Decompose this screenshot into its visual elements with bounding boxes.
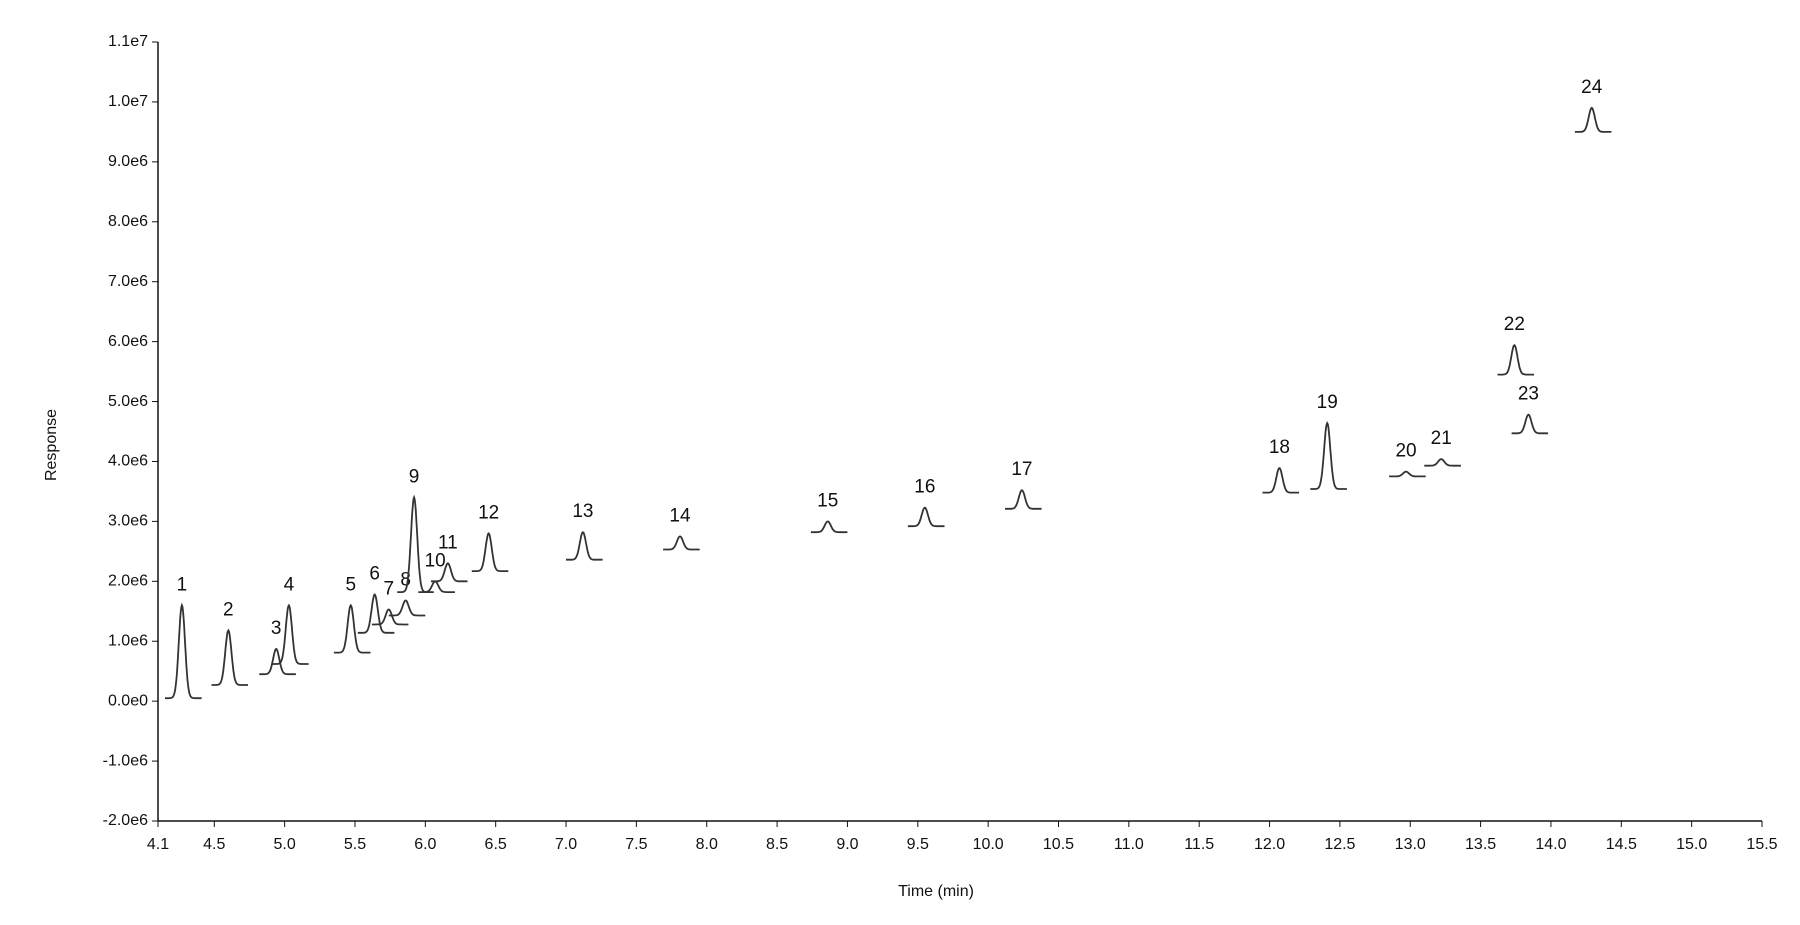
x-tick-label: 9.5 <box>907 836 929 853</box>
peak-label: 12 <box>478 502 499 523</box>
peak-label: 3 <box>271 618 282 639</box>
peak-label: 18 <box>1269 437 1290 458</box>
x-tick-label: 6.0 <box>414 836 436 853</box>
y-tick-label: 2.0e6 <box>108 573 148 590</box>
y-tick-label: 8.0e6 <box>108 213 148 230</box>
y-tick-label: 1.1e7 <box>108 33 148 50</box>
x-tick-label: 4.5 <box>203 836 225 853</box>
peak-trace <box>471 532 509 572</box>
peak-label: 15 <box>817 490 838 511</box>
peak-trace <box>1497 343 1535 376</box>
x-tick-label: 8.0 <box>696 836 718 853</box>
y-tick-label: 9.0e6 <box>108 153 148 170</box>
peak-label: 1 <box>177 574 188 595</box>
peak-label: 5 <box>345 574 356 595</box>
x-tick-label: 5.0 <box>274 836 296 853</box>
peak-label: 19 <box>1317 392 1338 413</box>
peak-trace <box>165 602 202 700</box>
peak-label: 9 <box>409 466 420 487</box>
x-tick-label: 5.5 <box>344 836 366 853</box>
peak-label: 2 <box>223 599 234 620</box>
x-tick-label: 11.0 <box>1114 836 1144 853</box>
y-tick-label: 0.0e0 <box>108 692 148 709</box>
peak-trace <box>388 599 426 617</box>
x-tick-label: 10.5 <box>1043 836 1074 853</box>
x-tick-label: 13.0 <box>1395 836 1426 853</box>
peak-label: 20 <box>1395 441 1416 462</box>
x-tick-label: 4.1 <box>147 836 169 853</box>
x-tick-label: 13.5 <box>1465 836 1496 853</box>
x-tick-label: 11.5 <box>1184 836 1214 853</box>
x-tick-label: 10.0 <box>973 836 1004 853</box>
peak-trace <box>907 506 945 528</box>
x-tick-label: 12.5 <box>1324 836 1355 853</box>
peak-trace <box>1310 421 1347 490</box>
x-tick-label: 15.5 <box>1746 836 1777 853</box>
peak-trace <box>1262 467 1300 494</box>
y-tick-label: 1.0e7 <box>108 93 148 110</box>
y-tick-label: -2.0e6 <box>103 812 148 829</box>
peak-label: 24 <box>1581 77 1603 98</box>
peak-label: 16 <box>914 477 935 498</box>
peak-trace <box>272 603 309 665</box>
x-tick-label: 14.5 <box>1606 836 1637 853</box>
peak-trace <box>333 603 371 654</box>
y-tick-label: 4.0e6 <box>108 453 148 470</box>
peak-label: 21 <box>1431 428 1452 449</box>
x-tick-label: 9.0 <box>836 836 858 853</box>
x-tick-label: 14.0 <box>1535 836 1566 853</box>
peak-label: 14 <box>669 505 691 526</box>
peak-trace <box>663 535 700 551</box>
y-tick-label: 5.0e6 <box>108 393 148 410</box>
peak-trace <box>566 531 603 561</box>
peak-trace <box>1574 106 1612 133</box>
x-tick-label: 12.0 <box>1254 836 1285 853</box>
x-tick-label: 8.5 <box>766 836 788 853</box>
peak-trace <box>1005 489 1042 510</box>
x-tick-label: 6.5 <box>485 836 507 853</box>
x-tick-label: 15.0 <box>1676 836 1707 853</box>
peak-trace <box>1511 413 1549 435</box>
peak-trace <box>1389 470 1426 478</box>
y-tick-label: 7.0e6 <box>108 273 148 290</box>
peak-label: 11 <box>438 532 458 553</box>
x-tick-label: 7.0 <box>555 836 577 853</box>
y-tick-label: 6.0e6 <box>108 333 148 350</box>
peak-label: 22 <box>1504 314 1525 335</box>
y-tick-label: -1.0e6 <box>103 752 148 769</box>
peak-label: 8 <box>400 569 411 590</box>
peak-trace <box>259 647 296 676</box>
peak-trace <box>357 593 395 634</box>
peak-label: 4 <box>284 574 295 595</box>
peak-trace <box>810 520 848 534</box>
peak-label: 23 <box>1518 384 1539 405</box>
peak-label: 17 <box>1011 459 1032 480</box>
peak-trace <box>431 562 468 583</box>
peak-label: 6 <box>369 564 380 585</box>
peak-trace <box>211 628 248 686</box>
y-tick-label: 1.0e6 <box>108 632 148 649</box>
peak-label: 10 <box>425 550 446 571</box>
peak-label: 7 <box>383 578 394 599</box>
x-axis-label: Time (min) <box>898 883 974 900</box>
peak-trace <box>371 608 409 626</box>
y-axis-label: Response <box>43 409 60 481</box>
x-tick-label: 7.5 <box>625 836 647 853</box>
peak-trace <box>418 580 455 593</box>
peak-trace <box>1424 458 1461 467</box>
peak-label: 13 <box>572 501 593 522</box>
y-tick-label: 3.0e6 <box>108 513 148 530</box>
